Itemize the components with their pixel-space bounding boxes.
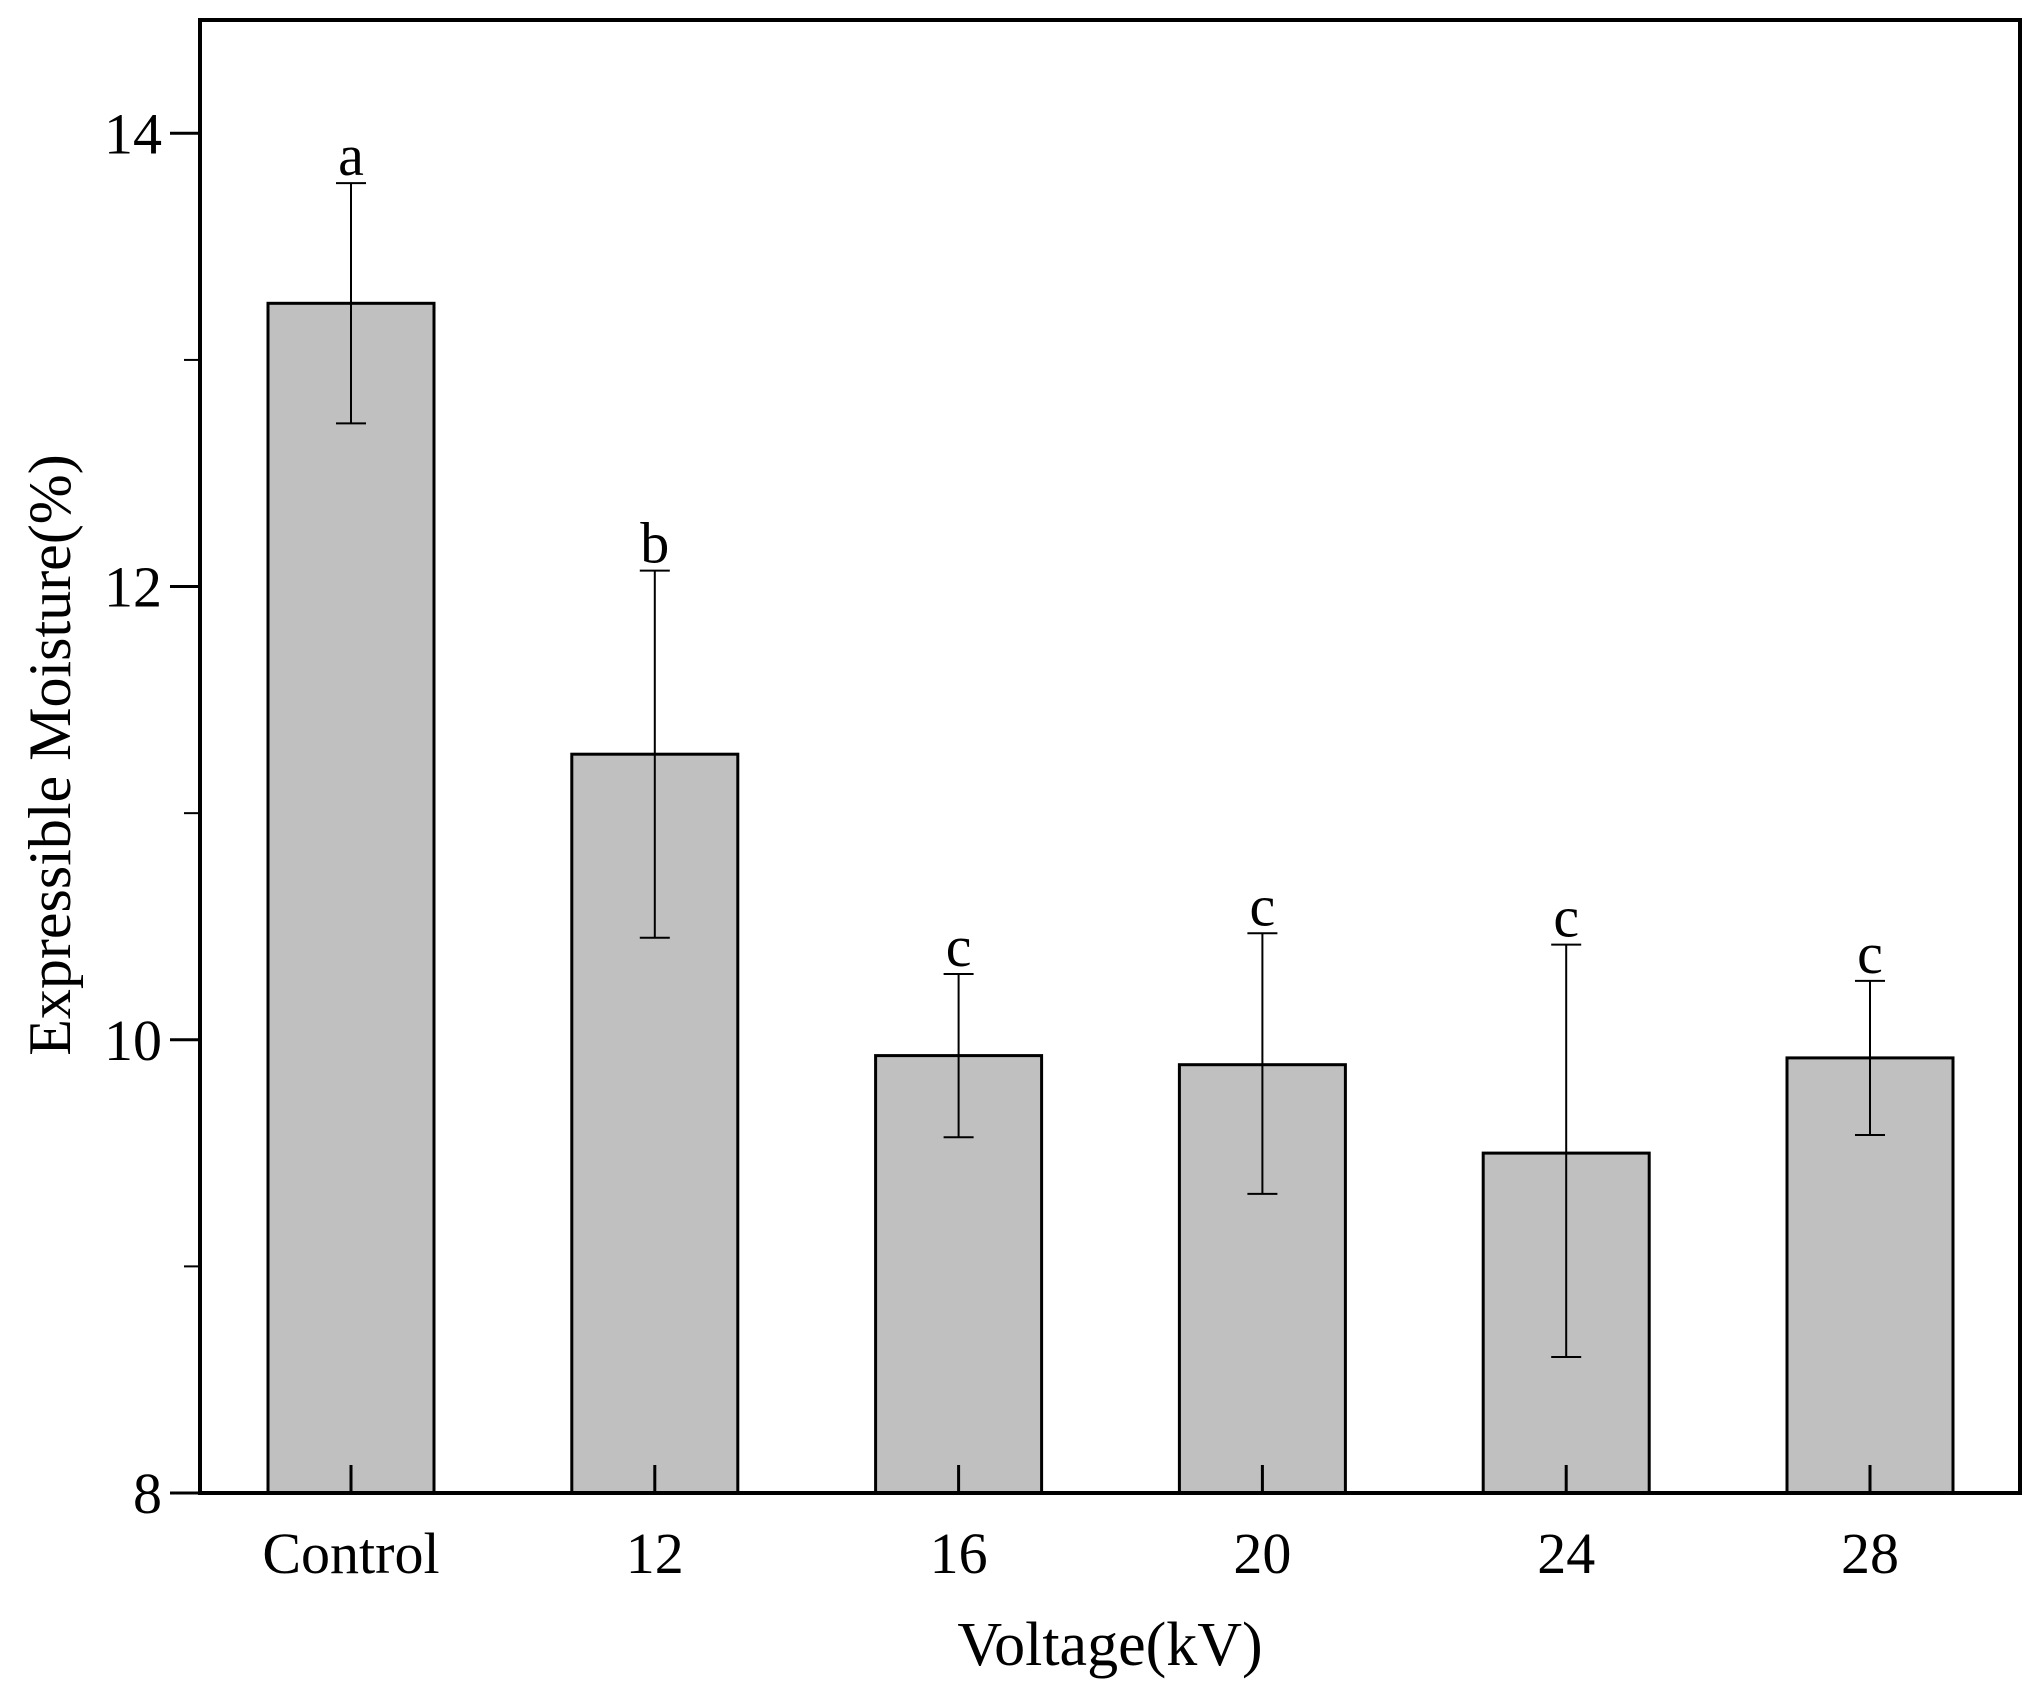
y-tick-label-10: 10 (104, 1008, 162, 1073)
significance-letter-28: c (1857, 921, 1883, 986)
y-tick-label-14: 14 (104, 101, 162, 166)
y-tick-label-8: 8 (133, 1461, 162, 1526)
y-ticks-layer: 8 10 12 14 (104, 101, 200, 1526)
x-tick-label-12: 12 (626, 1521, 684, 1586)
x-tick-label-control: Control (262, 1521, 439, 1586)
x-ticks-layer: Control 12 16 20 24 28 (262, 1465, 1899, 1586)
significance-letter-control: a (338, 123, 364, 188)
x-tick-label-24: 24 (1537, 1521, 1595, 1586)
error-bars-layer (336, 182, 1885, 1359)
x-tick-label-28: 28 (1841, 1521, 1899, 1586)
bars-layer (266, 301, 1955, 1495)
significance-letters-layer: a b c c c c (338, 123, 1883, 986)
significance-letter-12: b (640, 511, 669, 576)
x-tick-label-16: 16 (930, 1521, 988, 1586)
significance-letter-20: c (1250, 873, 1276, 938)
y-tick-label-12: 12 (104, 555, 162, 620)
x-tick-label-20: 20 (1233, 1521, 1291, 1586)
y-axis-label: Expressible Moisture(%) (17, 454, 83, 1056)
significance-letter-24: c (1553, 885, 1579, 950)
bar-control (266, 301, 436, 1495)
x-axis-label: Voltage(kV) (957, 1611, 1262, 1679)
plot-frame (198, 18, 2022, 1495)
significance-letter-16: c (946, 914, 972, 979)
